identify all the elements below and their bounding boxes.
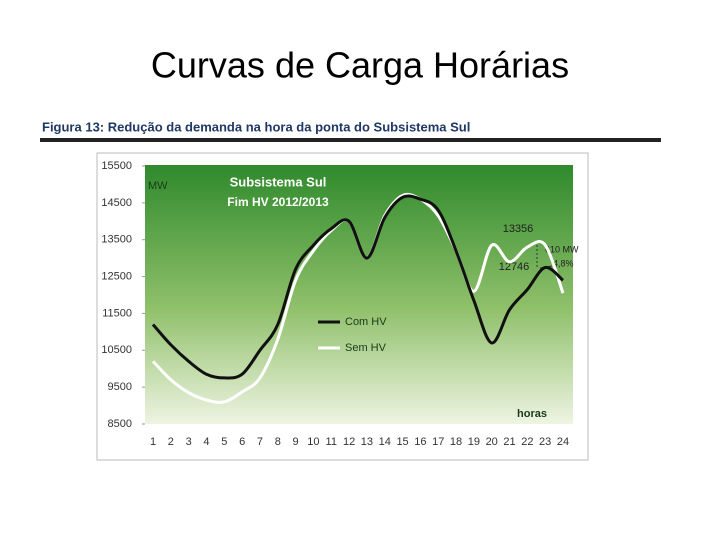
y-tick-label: 15500 bbox=[101, 160, 132, 172]
plot-area bbox=[145, 165, 573, 424]
x-axis-label: horas bbox=[517, 408, 547, 420]
x-tick-label: 22 bbox=[521, 436, 533, 448]
x-tick-label: 17 bbox=[432, 436, 444, 448]
x-tick-label: 6 bbox=[239, 436, 245, 448]
x-tick-label: 9 bbox=[293, 436, 299, 448]
x-tick-label: 14 bbox=[379, 436, 391, 448]
x-tick-label: 5 bbox=[221, 436, 227, 448]
y-tick-label: 14500 bbox=[101, 197, 132, 209]
chart-subtitle: Fim HV 2012/2013 bbox=[227, 195, 329, 209]
series-line bbox=[151, 194, 564, 380]
y-axis-label: MW bbox=[148, 180, 168, 192]
y-tick-label: 11500 bbox=[102, 307, 132, 319]
x-tick-label: 16 bbox=[414, 436, 426, 448]
y-tick-label: 10500 bbox=[101, 344, 132, 356]
legend-label: Com HV bbox=[345, 316, 387, 328]
x-tick-label: 19 bbox=[468, 436, 480, 448]
x-tick-label: 4 bbox=[203, 436, 209, 448]
x-tick-label: 12 bbox=[343, 436, 355, 448]
y-tick-label: 9500 bbox=[108, 381, 132, 393]
annotation: 610 MW bbox=[545, 244, 579, 254]
x-tick-label: 21 bbox=[503, 436, 515, 448]
caption-rule bbox=[40, 138, 661, 142]
x-tick-label: 8 bbox=[275, 436, 281, 448]
x-tick-label: 23 bbox=[539, 436, 551, 448]
x-tick-label: 24 bbox=[557, 436, 569, 448]
x-tick-label: 13 bbox=[361, 436, 373, 448]
chart-title: Subsistema Sul bbox=[230, 174, 327, 189]
x-tick-label: 20 bbox=[486, 436, 498, 448]
x-tick-label: 10 bbox=[307, 436, 319, 448]
x-tick-label: 3 bbox=[186, 436, 192, 448]
annotation: 12746 bbox=[499, 261, 530, 273]
x-tick-label: 1 bbox=[150, 436, 156, 448]
y-tick-label: 13500 bbox=[101, 234, 132, 246]
x-tick-label: 15 bbox=[396, 436, 408, 448]
legend-label: Sem HV bbox=[345, 342, 387, 354]
slide-title: Curvas de Carga Horárias bbox=[151, 45, 569, 86]
y-tick-label: 8500 bbox=[108, 418, 132, 430]
figure-caption: Figura 13: Redução da demanda na hora da… bbox=[42, 119, 470, 134]
x-tick-label: 11 bbox=[326, 436, 337, 448]
x-tick-label: 18 bbox=[450, 436, 462, 448]
x-tick-label: 2 bbox=[168, 436, 174, 448]
x-tick-label: 7 bbox=[257, 436, 263, 448]
annotation: 4,8% bbox=[553, 258, 574, 268]
y-tick-label: 12500 bbox=[101, 270, 132, 282]
annotation: 13356 bbox=[503, 223, 534, 235]
